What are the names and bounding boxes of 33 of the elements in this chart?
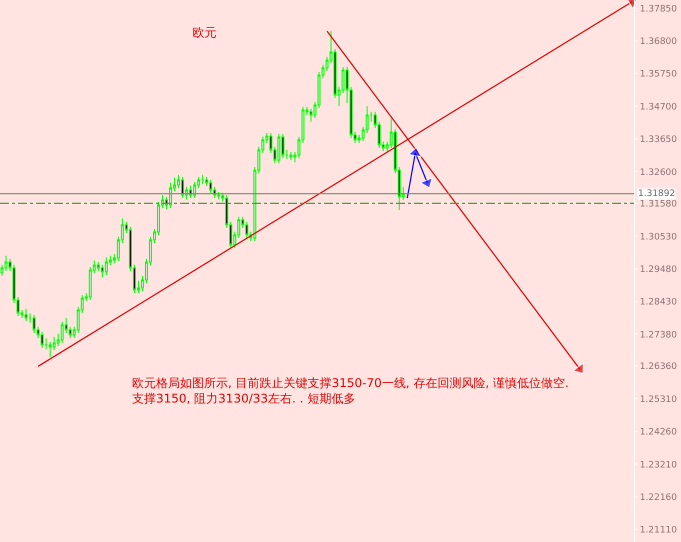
candlestick (245, 221, 248, 238)
y-tick-label: 1.36800 (640, 36, 678, 47)
y-tick-label: 1.24260 (640, 428, 678, 438)
candlestick (60, 321, 64, 344)
candlestick (209, 179, 212, 194)
y-tick-label: 1.26360 (640, 362, 678, 372)
candlestick (40, 331, 44, 348)
candlestick (104, 256, 108, 276)
y-tick-label: 1.32600 (640, 168, 678, 178)
y-tick-label: 1.22160 (640, 492, 678, 503)
y-tick-label: 1.23210 (640, 460, 678, 470)
candlestick (24, 308, 28, 322)
y-tick-label: 1.25310 (640, 394, 678, 405)
y-tick-label: 1.37850 (640, 4, 678, 14)
candlestick (169, 182, 172, 209)
annotation: 欧元格局如图所示, 目前跌止关键支撑3150-70一线, 存在回测风险, 谨慎低位做空. 支撑3150, 阻力3130/33左右. . 短期低多 (132, 376, 569, 406)
y-tick-label: 1.29480 (640, 264, 678, 275)
y-tick-label: 1.34700 (640, 102, 678, 112)
y-tick-label: 1.33650 (640, 135, 678, 146)
y-tick-label: 1.28430 (640, 298, 678, 308)
candlestick (201, 174, 204, 185)
text: 欧元 (192, 26, 216, 40)
y-tick-label: 1.35750 (640, 70, 678, 80)
candlestick (281, 133, 284, 159)
ref-line-label: 1.31892 (638, 189, 676, 199)
y-tick-label: 1.30530 (640, 232, 678, 242)
candlestick (181, 176, 184, 199)
y-tick-label: 1.27380 (640, 330, 678, 340)
candlestick (289, 152, 292, 161)
candlestick (217, 191, 220, 200)
candlestick (277, 133, 280, 164)
y-tick-label: 1.21110 (640, 526, 678, 536)
y-tick-label: 1.31580 (640, 200, 678, 210)
